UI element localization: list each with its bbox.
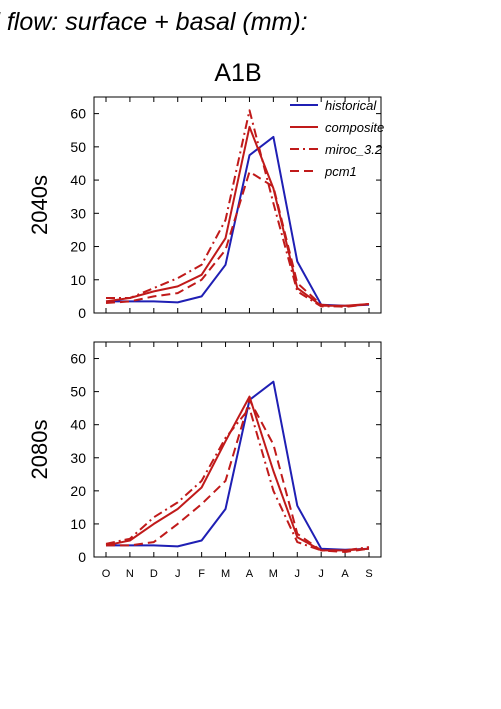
series-line-pcm1	[105, 170, 370, 308]
x-tick-label: J	[295, 568, 301, 580]
series-line-miroc_3.2	[106, 109, 370, 308]
x-tick-label: S	[365, 568, 372, 580]
y-tick-label: 40	[70, 172, 86, 188]
plot-frame	[93, 341, 382, 558]
y-tick-label: 0	[78, 305, 86, 321]
panel-2080s: 0 10 20 30 40 50 60 O N D J F M A M J J A S 2080s	[27, 341, 382, 580]
x-tick-label: A	[341, 568, 349, 580]
y-tick-label: 60	[70, 106, 86, 122]
x-tick-label: A	[246, 568, 254, 580]
legend: historical composite miroc_3.2 pcm1	[290, 98, 384, 179]
chart-title: A1B	[214, 59, 261, 87]
x-tick-label: M	[221, 568, 230, 580]
plot-frame	[93, 96, 382, 314]
x-tick-label: J	[175, 568, 181, 580]
legend-label-historical: historical	[325, 98, 377, 113]
legend-label-pcm1: pcm1	[324, 164, 357, 179]
legend-label-composite: composite	[325, 120, 384, 135]
legend-label-miroc_3.2: miroc_3.2	[325, 142, 383, 157]
y-tick-label: 20	[70, 483, 86, 499]
series-line-pcm1	[106, 398, 370, 553]
x-tick-label: M	[269, 568, 278, 580]
page-title: d flow: surface + basal (mm):	[0, 8, 308, 36]
chart-panels: 0 10 20 30 40 50 60 2040s historical composite mir…	[27, 96, 384, 580]
y-tick-label: 60	[70, 351, 86, 367]
y-tick-label: 10	[70, 272, 86, 288]
series-line-historical	[106, 380, 370, 551]
x-tick-label: N	[126, 568, 134, 580]
x-tick-label: O	[102, 568, 111, 580]
y-tick-label: 10	[70, 516, 86, 532]
y-tick-label: 40	[70, 417, 86, 433]
y-axis-label: 2040s	[27, 175, 52, 235]
series-line-composite	[105, 395, 370, 552]
x-tick-label: D	[150, 568, 158, 580]
x-tick-label: J	[318, 568, 324, 580]
y-tick-label: 50	[70, 139, 86, 155]
x-tick-label: F	[198, 568, 205, 580]
y-tick-label: 0	[78, 549, 86, 565]
y-tick-label: 30	[70, 450, 86, 466]
y-tick-label: 30	[70, 205, 86, 221]
panel-2040s: 0 10 20 30 40 50 60 2040s historical composite mir…	[27, 96, 384, 321]
y-tick-label: 50	[70, 384, 86, 400]
y-tick-label: 20	[70, 239, 86, 255]
y-axis-label: 2080s	[27, 420, 52, 480]
series-line-miroc_3.2	[105, 407, 370, 552]
